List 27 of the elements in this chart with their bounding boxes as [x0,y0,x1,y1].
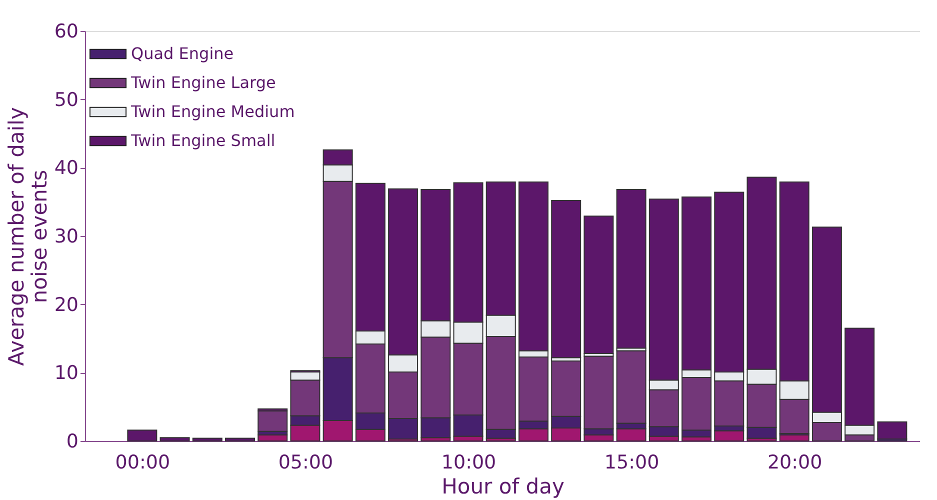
y-tick-label: 40 [54,157,78,180]
x-tick-label: 20:00 [767,452,822,474]
legend-label: Twin Engine Small [130,131,276,150]
bar [225,438,255,442]
bar [258,410,288,432]
bar [551,200,582,358]
bar [616,189,646,349]
bar [160,437,190,442]
y-tick-label: 60 [54,20,78,42]
bar [127,430,158,442]
legend-label: Twin Engine Medium [130,102,295,121]
y-tick-label: 10 [54,362,78,384]
legend-label: Quad Engine [131,44,234,63]
legend-label: Twin Engine Large [130,73,276,92]
y-tick-label: 30 [54,226,78,248]
x-axis-title: Hour of day [442,474,564,498]
y-tick-label: 0 [66,430,78,452]
bar [192,438,222,442]
x-tick-label: 15:00 [604,452,660,474]
bar [877,421,908,440]
y-tick-label: 50 [54,88,78,111]
y-tick-label: 20 [54,294,78,316]
bar [584,216,614,354]
x-tick-label: 00:00 [115,452,170,474]
y-axis-title: Average number of daily noise events [4,107,52,366]
x-tick-label: 10:00 [441,452,496,474]
x-tick-label: 05:00 [278,452,334,474]
